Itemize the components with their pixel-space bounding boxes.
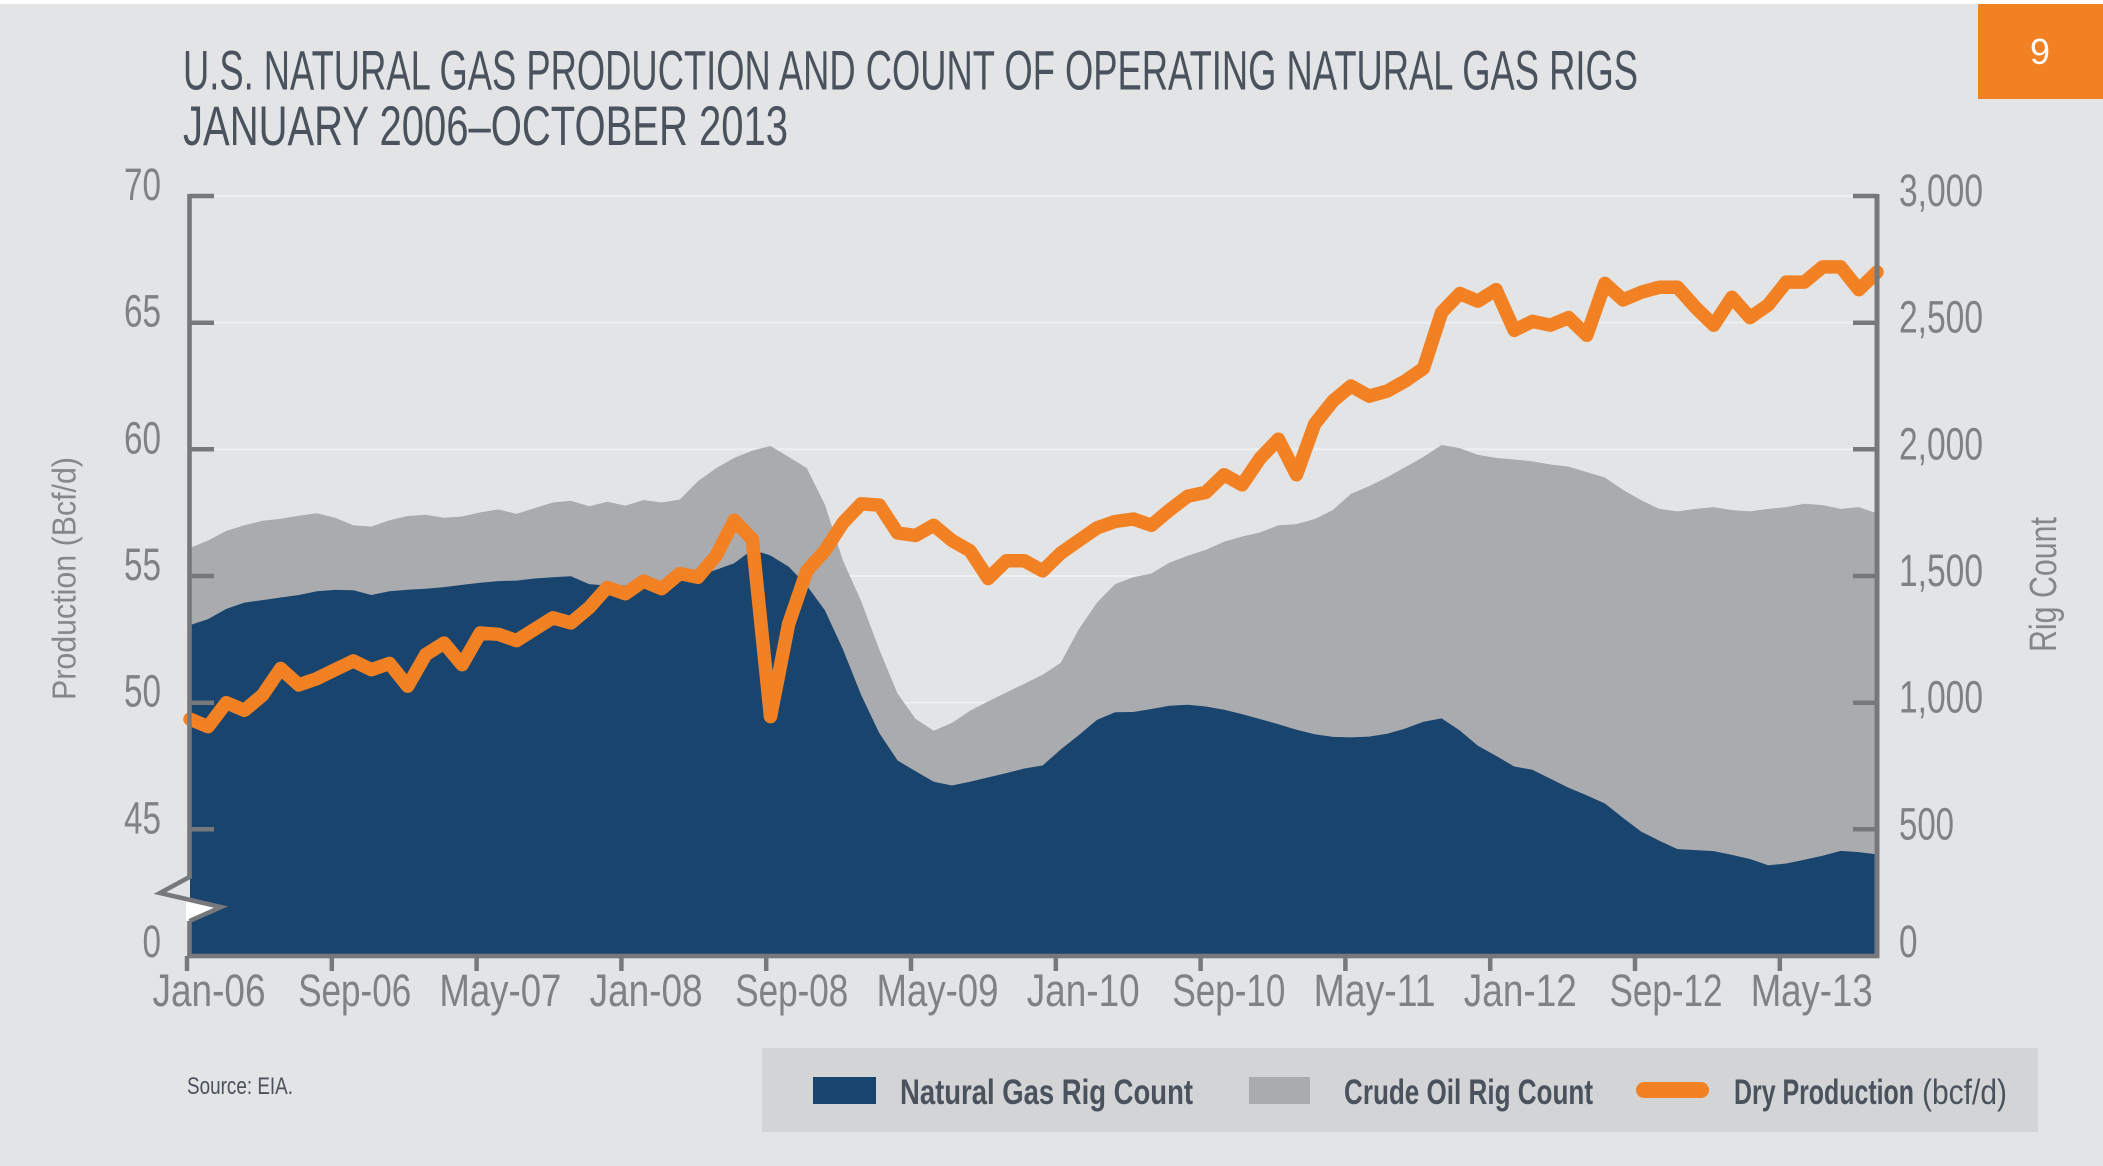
svg-text:May-13: May-13 bbox=[1751, 965, 1873, 1016]
svg-text:U.S. NATURAL GAS PRODUCTION AN: U.S. NATURAL GAS PRODUCTION AND COUNT OF… bbox=[183, 40, 1638, 102]
svg-text:70: 70 bbox=[124, 159, 161, 210]
svg-text:May-11: May-11 bbox=[1314, 965, 1436, 1016]
svg-text:3,000: 3,000 bbox=[1899, 165, 1983, 216]
svg-text:55: 55 bbox=[124, 539, 161, 590]
svg-text:2,500: 2,500 bbox=[1899, 292, 1983, 343]
svg-text:Sep-06: Sep-06 bbox=[298, 965, 411, 1016]
svg-text:(bcf/d): (bcf/d) bbox=[1922, 1073, 2007, 1112]
svg-text:May-09: May-09 bbox=[877, 965, 999, 1016]
svg-text:1,000: 1,000 bbox=[1899, 672, 1983, 723]
svg-text:Rig Count: Rig Count bbox=[2023, 517, 2065, 652]
svg-text:60: 60 bbox=[124, 412, 161, 463]
svg-text:2,000: 2,000 bbox=[1899, 418, 1983, 469]
svg-text:Sep-08: Sep-08 bbox=[735, 965, 848, 1016]
svg-text:JANUARY 2006–OCTOBER 2013: JANUARY 2006–OCTOBER 2013 bbox=[183, 95, 788, 157]
svg-text:9: 9 bbox=[2030, 31, 2050, 72]
svg-text:50: 50 bbox=[124, 666, 161, 717]
svg-text:Jan-06: Jan-06 bbox=[153, 965, 266, 1016]
svg-text:Sep-10: Sep-10 bbox=[1172, 965, 1285, 1016]
svg-text:Sep-12: Sep-12 bbox=[1610, 965, 1723, 1016]
svg-text:500: 500 bbox=[1899, 798, 1954, 849]
svg-text:Jan-08: Jan-08 bbox=[590, 965, 703, 1016]
svg-text:65: 65 bbox=[124, 286, 161, 337]
svg-text:0: 0 bbox=[143, 916, 162, 967]
svg-text:Source: EIA.: Source: EIA. bbox=[187, 1073, 293, 1100]
svg-text:May-07: May-07 bbox=[439, 965, 561, 1016]
svg-text:0: 0 bbox=[1899, 916, 1918, 967]
svg-text:Production (Bcf/d): Production (Bcf/d) bbox=[46, 457, 83, 700]
svg-text:45: 45 bbox=[124, 792, 161, 843]
svg-text:Jan-12: Jan-12 bbox=[1464, 965, 1577, 1016]
svg-text:Jan-10: Jan-10 bbox=[1027, 965, 1140, 1016]
svg-text:Crude Oil Rig Count: Crude Oil Rig Count bbox=[1344, 1073, 1593, 1112]
svg-text:Dry Production: Dry Production bbox=[1734, 1073, 1914, 1112]
svg-text:Natural Gas Rig Count: Natural Gas Rig Count bbox=[900, 1073, 1193, 1112]
svg-text:1,500: 1,500 bbox=[1899, 545, 1983, 596]
